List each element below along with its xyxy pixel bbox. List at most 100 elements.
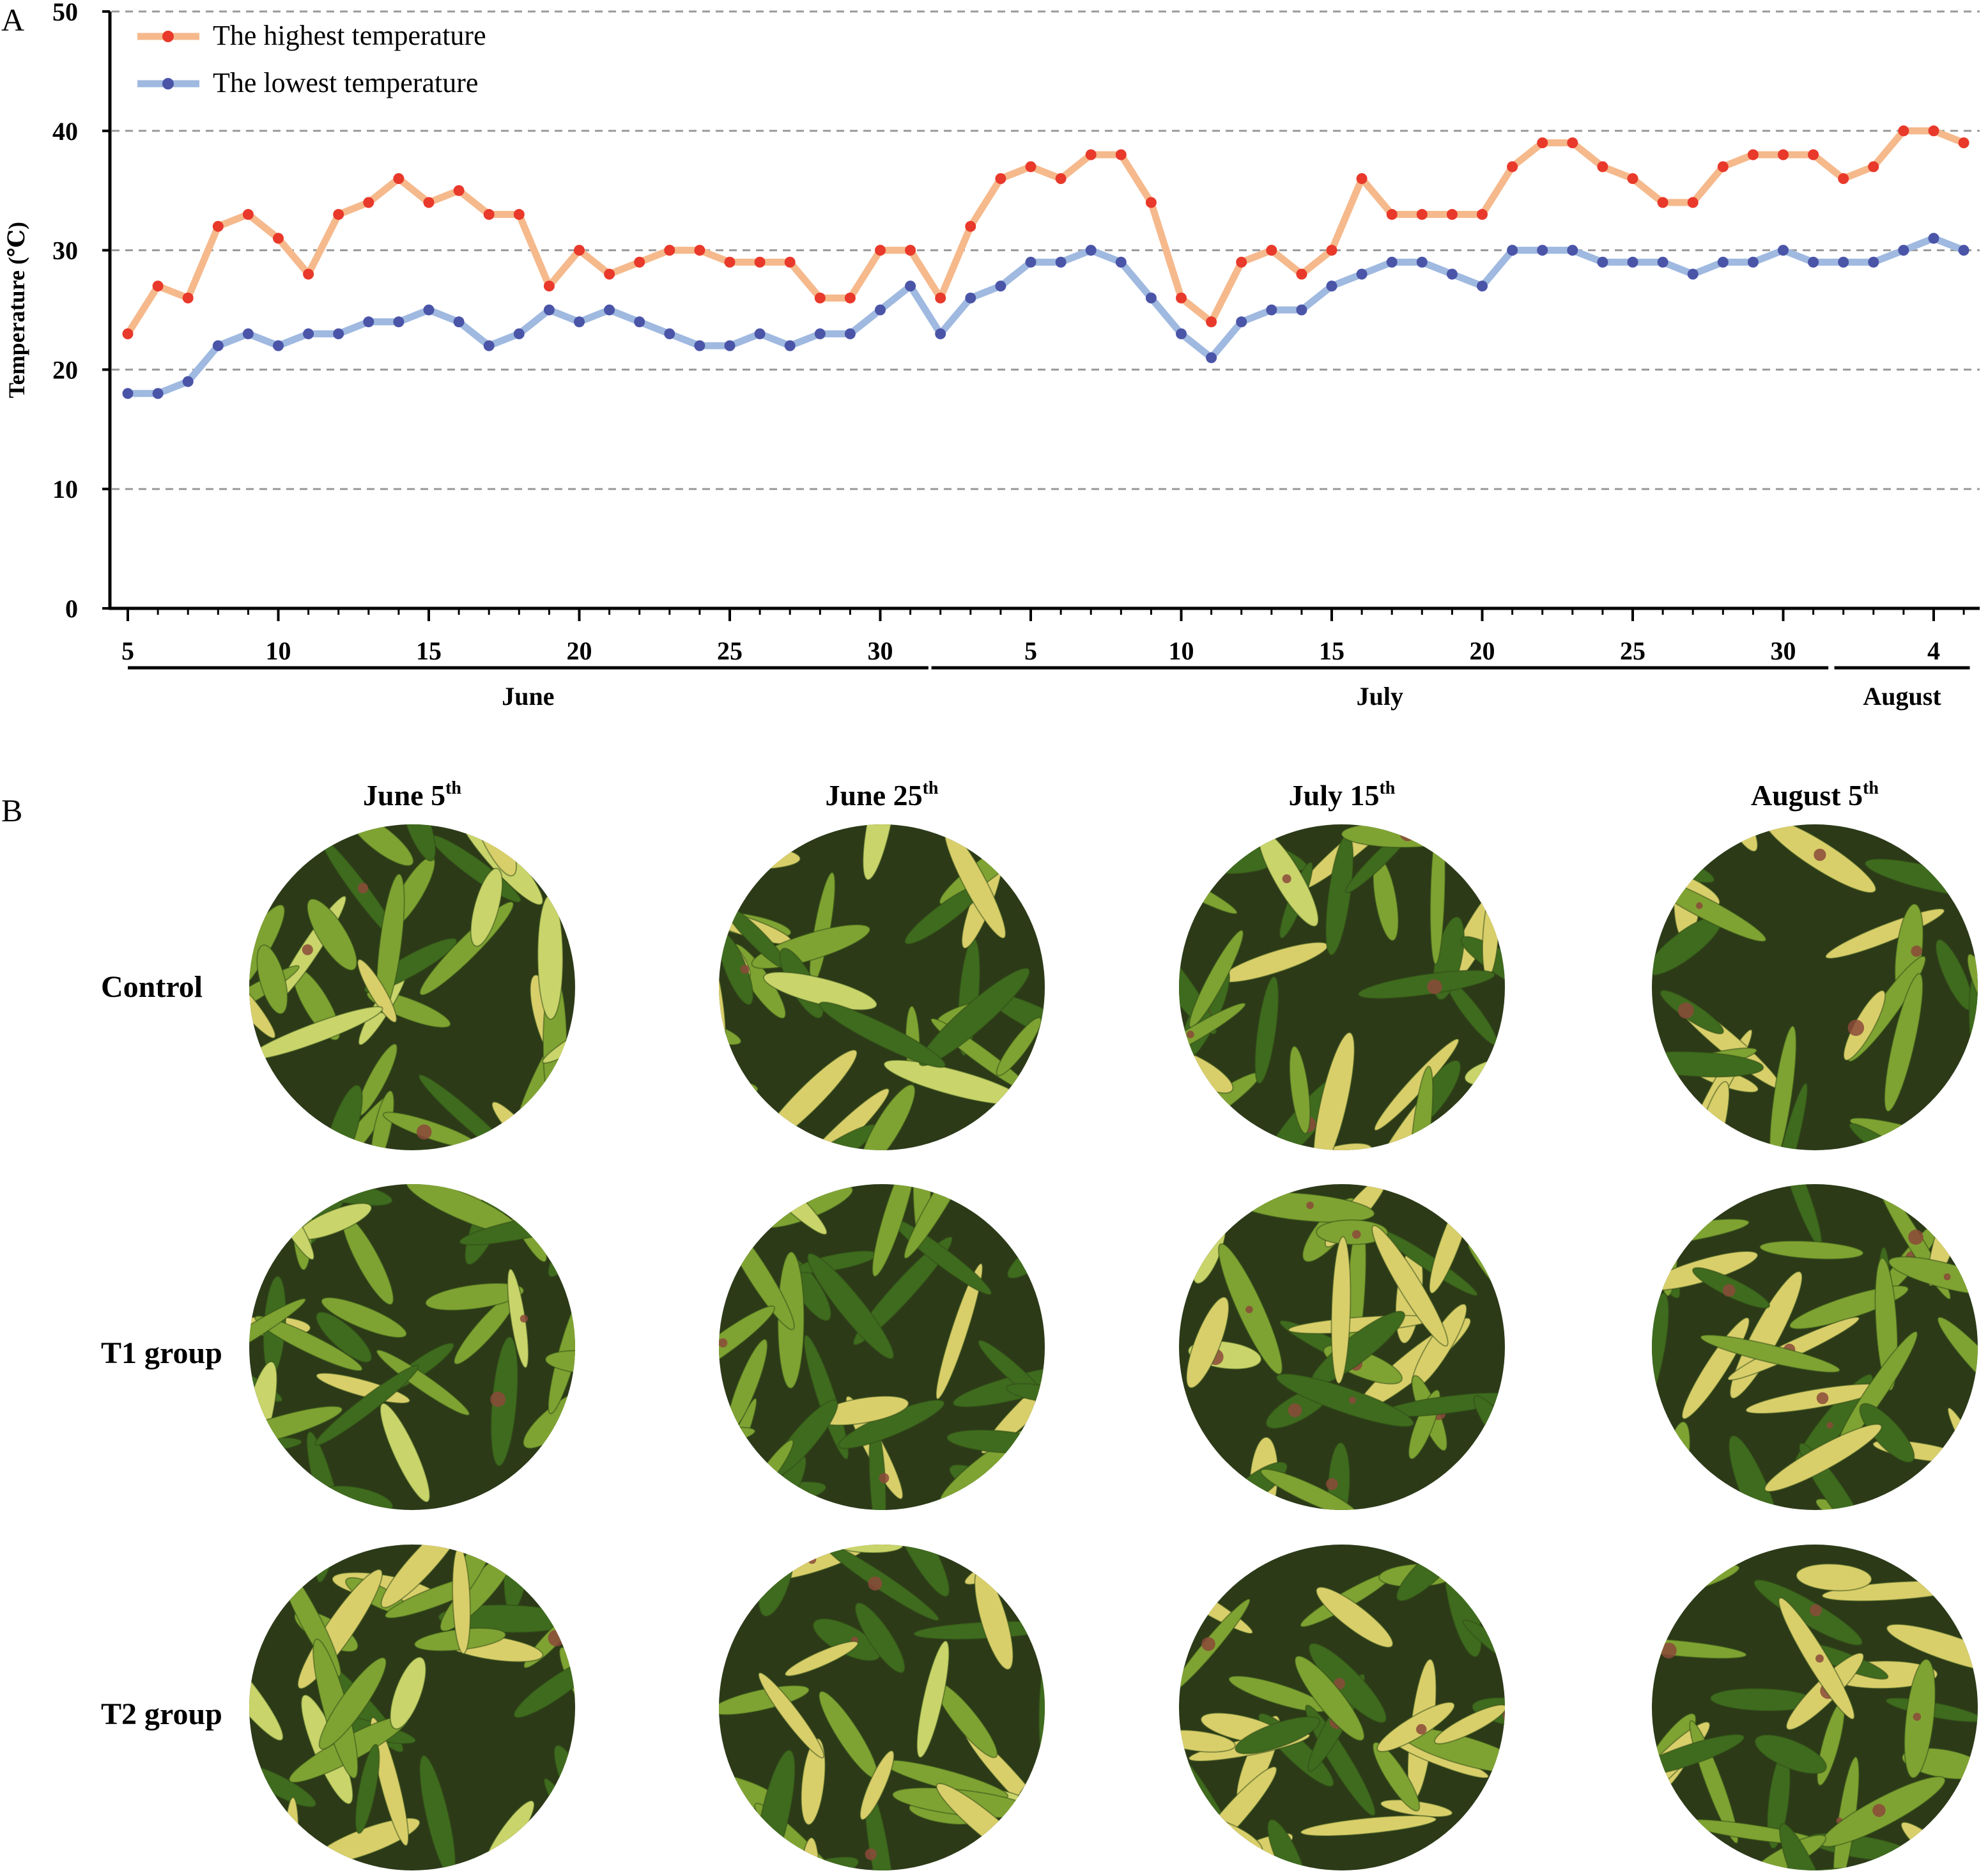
data-point-lowest	[423, 304, 435, 316]
leaf-shape	[1859, 1403, 1915, 1463]
leaf-lesion	[1816, 1392, 1829, 1405]
leaf-lesion	[548, 1630, 565, 1647]
leaf-shape	[1199, 1545, 1252, 1576]
data-point-lowest	[303, 328, 314, 339]
x-tick-label: 30	[1771, 636, 1796, 665]
leaf-shape	[803, 1334, 849, 1460]
leaf-lesion	[1348, 1396, 1356, 1404]
leaf-lesion	[1911, 945, 1923, 957]
data-point-highest	[1868, 161, 1879, 173]
leaf-lesion	[1035, 1394, 1045, 1410]
temperature-line-chart: 0 10 20 30 40 50 5 10 15 20 25 30 5 10 15 20 25 30 4 Temp…	[4, 0, 1980, 711]
data-point-lowest	[905, 281, 916, 292]
leaf-photo-grid	[233, 824, 1978, 1870]
leaf-shape	[1652, 1292, 1670, 1414]
data-point-highest	[1838, 173, 1849, 185]
data-point-lowest	[1296, 304, 1307, 316]
leaf-lesion	[1383, 1150, 1392, 1160]
leaf-shape	[1235, 1716, 1321, 1755]
data-point-lowest	[333, 328, 344, 339]
leaf-photo-0-0	[233, 824, 575, 1150]
leaf-shape	[1652, 1545, 1662, 1672]
leaf-shape	[1491, 1756, 1505, 1870]
leaf-shape	[380, 1545, 465, 1608]
leaf-photo-1-1	[700, 1184, 1045, 1510]
panel-a-label: A	[1, 2, 24, 38]
leaf-shape	[719, 1086, 757, 1150]
data-point-lowest	[1928, 233, 1939, 244]
leaf-lesion	[865, 1848, 877, 1860]
data-point-lowest	[1446, 268, 1458, 280]
leaf-lesion	[776, 1485, 789, 1499]
leaf-lesion	[1677, 1002, 1694, 1019]
column-header-suffix: th	[445, 778, 461, 798]
data-point-highest	[1477, 209, 1488, 220]
data-point-lowest	[1657, 256, 1668, 268]
data-point-highest	[333, 209, 344, 220]
leaf-lesion	[1352, 1229, 1361, 1239]
leaf-shape	[719, 1079, 759, 1102]
leaf-shape	[553, 1745, 575, 1870]
data-point-highest	[1416, 209, 1428, 220]
leaf-shape	[1652, 1194, 1699, 1231]
data-point-lowest	[273, 340, 284, 351]
x-tick-label: 25	[1620, 636, 1645, 665]
leaf-shape	[1254, 976, 1279, 1084]
leaf-shape	[719, 842, 801, 870]
leaf-photo-2-3	[1652, 1545, 1978, 1870]
x-tick-label: 4	[1927, 636, 1940, 665]
leaf-shape	[249, 1405, 343, 1451]
month-label: August	[1863, 682, 1941, 711]
data-point-lowest	[1025, 256, 1036, 268]
leaf-photo-content	[719, 824, 1045, 1150]
data-point-lowest	[1567, 245, 1578, 256]
data-point-lowest	[1838, 256, 1849, 268]
leaf-photo-0-2	[1179, 824, 1505, 1160]
leaf-shape	[719, 1481, 827, 1510]
data-point-lowest	[634, 316, 645, 328]
leaf-lesion	[1815, 1654, 1824, 1663]
leaf-shape	[806, 1253, 895, 1360]
leaf-shape	[1275, 1373, 1415, 1428]
leaf-shape	[254, 1315, 363, 1372]
panel-b-label: B	[1, 792, 22, 828]
leaf-shape	[700, 1192, 718, 1280]
data-point-highest	[905, 245, 916, 256]
leaf-shape	[1884, 973, 1923, 1113]
x-tick-label: 5	[1024, 636, 1037, 665]
leaf-shape	[376, 1349, 470, 1416]
leaf-lesion	[1913, 1713, 1922, 1721]
photo-column-headers: June 5th June 25th July 15th August 5th	[363, 778, 1879, 812]
y-tick-label: 10	[52, 475, 78, 504]
data-point-highest	[483, 209, 495, 220]
data-point-lowest	[754, 328, 766, 339]
data-point-lowest	[935, 328, 946, 339]
column-header-text: June 5	[363, 779, 445, 812]
leaf-shape	[1942, 1804, 1978, 1855]
leaf-shape	[918, 967, 1030, 1067]
row-label-t2-group: T2 group	[101, 1697, 222, 1731]
leaf-shape	[314, 1364, 419, 1446]
x-tick-label: 10	[266, 636, 291, 665]
column-header-suffix: th	[1863, 778, 1879, 798]
leaf-lesion	[233, 997, 240, 1004]
leaf-shape	[1015, 1099, 1045, 1143]
leaf-lesion	[1188, 1840, 1203, 1855]
leaf-lesion	[1652, 1097, 1654, 1113]
data-point-lowest	[1266, 304, 1277, 316]
data-point-highest	[844, 292, 856, 304]
leaf-shape	[557, 1545, 575, 1592]
data-point-highest	[1266, 245, 1277, 256]
data-point-lowest	[1326, 281, 1337, 292]
leaf-shape	[1037, 1406, 1045, 1510]
column-header-text: August 5	[1751, 779, 1863, 812]
leaf-shape	[506, 824, 575, 852]
leaf-lesion	[1486, 1060, 1501, 1075]
data-point-highest	[1597, 161, 1608, 173]
leaf-lesion	[1245, 1306, 1253, 1314]
data-point-highest	[574, 245, 585, 256]
leaf-photo-0-1	[719, 824, 1045, 1150]
data-point-highest	[724, 256, 736, 268]
leaf-photo-content	[1652, 1184, 1978, 1510]
data-point-highest	[754, 256, 766, 268]
